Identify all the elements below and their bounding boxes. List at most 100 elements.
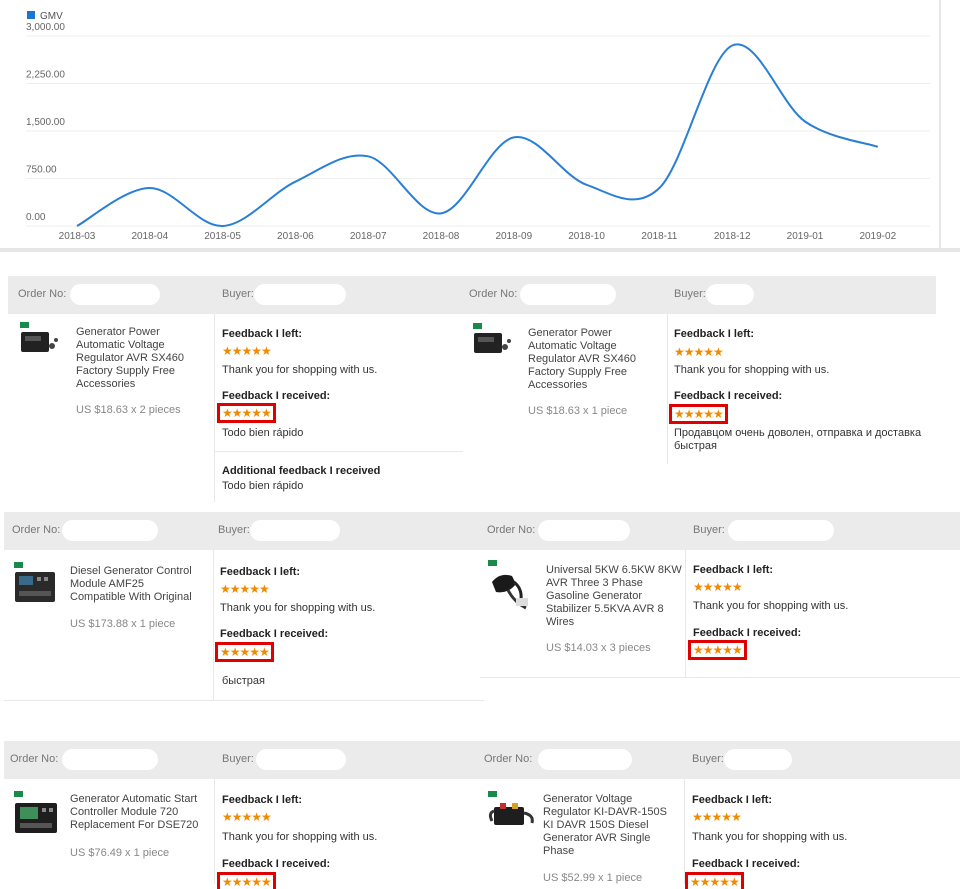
buyer-redacted [250,520,340,541]
feedback-left-heading: Feedback I left: [693,564,774,576]
buyer-label: Buyer: [222,288,254,300]
order-no-label: Order No: [12,524,61,536]
buyer-label: Buyer: [218,524,250,536]
feedback-left-heading: Feedback I left: [692,794,773,806]
order-header: Order No: Buyer: [4,741,484,779]
feedback-left-text: Thank you for shopping with us. [220,602,376,614]
product-title[interactable]: Generator Automatic Start Controller Mod… [70,793,199,831]
product-title[interactable]: Generator Voltage Regulator KI-DAVR-150S… [543,793,667,857]
feedback-received-stars: ★★★★★ [688,640,747,660]
order-header: Order No: Buyer: [463,276,936,314]
product-price: US $52.99 x 1 piece [543,872,643,884]
product-title[interactable]: Universal 5KW 6.5KW 8KW AVR Three 3 Phas… [546,564,682,628]
feedback-received-stars: ★★★★★ [215,642,274,662]
feedback-received-heading: Feedback I received: [220,628,329,640]
buyer-redacted [728,520,834,541]
order-no-label: Order No: [10,753,59,765]
order-card-2: Order No: Buyer: Generator Power Automat… [463,276,936,466]
product-price: US $76.49 x 1 piece [70,847,170,859]
control-module-icon[interactable] [14,562,58,606]
feedback-received-text: быстрая [222,675,265,687]
feedback-left-text: Thank you for shopping with us. [222,364,378,376]
legend-label: GMV [40,11,63,22]
feedback-received-text: Продавцом очень доволен, отправка и дост… [674,427,922,452]
column-divider [213,550,214,700]
order-header: Order No: Buyer: [480,512,960,550]
x-tick-label: 2018-11 [641,231,677,242]
x-tick-label: 2018-06 [277,231,314,242]
feedback-left-stars: ★★★★★ [222,810,272,824]
order-card-6: Order No: Buyer: Generator Voltage Regul… [478,741,960,889]
feedback-received-heading: Feedback I received: [222,858,331,870]
order-no-label: Order No: [469,288,518,300]
buyer-redacted [256,749,346,770]
buyer-redacted [706,284,754,305]
order-no-label: Order No: [484,753,533,765]
order-card-4: Order No: Buyer: Universal 5KW 6.5KW 8KW… [480,512,960,678]
column-divider [684,779,685,884]
column-divider [214,314,215,502]
column-divider [214,779,215,884]
order-card-5: Order No: Buyer: Generator Automatic Sta… [4,741,484,889]
card-bottom-border [4,700,484,701]
feedback-left-text: Thank you for shopping with us. [692,831,848,843]
feedback-received-stars: ★★★★★ [217,872,276,889]
feedback-received-heading: Feedback I received: [674,390,783,402]
feedback-left-text: Thank you for shopping with us. [693,600,849,612]
x-tick-label: 2018-09 [495,231,532,242]
feedback-received-heading: Feedback I received: [693,627,802,639]
feedback-left-stars: ★★★★★ [693,580,743,594]
wired-avr-icon[interactable] [486,560,538,616]
y-tick-label: 1,500.00 [26,117,65,128]
order-header: Order No: Buyer: [4,512,484,550]
y-tick-label: 3,000.00 [26,22,65,33]
gmv-chart: 0.00 750.00 1,500.00 2,250.00 3,000.00 2018-… [0,0,960,250]
feedback-received-stars: ★★★★★ [217,403,276,423]
controller-720-icon[interactable] [14,791,60,837]
additional-feedback-heading: Additional feedback I received [222,465,381,477]
feedback-left-text: Thank you for shopping with us. [222,831,378,843]
feedback-received-text: Todo bien rápido [222,427,304,439]
product-price: US $173.88 x 1 piece [70,618,176,630]
davr-regulator-icon[interactable] [486,791,540,837]
order-no-redacted [62,749,158,770]
order-no-redacted [538,749,632,770]
card-bottom-border [480,677,960,678]
buyer-redacted [724,749,792,770]
buyer-label: Buyer: [693,524,725,536]
legend-swatch [27,11,35,19]
product-price: US $18.63 x 2 pieces [76,404,181,416]
product-title[interactable]: Generator Power Automatic Voltage Regula… [76,326,185,390]
x-tick-label: 2018-07 [350,231,387,242]
order-header: Order No: Buyer: [8,276,463,314]
x-tick-label: 2018-08 [423,231,460,242]
gmv-series-line [76,43,879,228]
order-card-3: Order No: Buyer: Diesel Generator Contro… [4,512,484,702]
feedback-left-heading: Feedback I left: [674,328,755,340]
x-tick-label: 2018-04 [131,231,168,242]
feedback-left-stars: ★★★★★ [674,345,724,359]
product-price: US $18.63 x 1 piece [528,405,628,417]
feedback-left-stars: ★★★★★ [222,344,272,358]
y-tick-label: 0.00 [26,212,46,223]
order-no-redacted [62,520,158,541]
order-header: Order No: Buyer: [478,741,960,779]
avr-regulator-icon[interactable] [471,323,511,367]
product-title[interactable]: Diesel Generator Control Module AMF25 Co… [70,565,192,603]
order-no-redacted [520,284,616,305]
avr-regulator-icon[interactable] [18,322,58,366]
feedback-left-stars: ★★★★★ [692,810,742,824]
y-tick-label: 2,250.00 [26,70,65,81]
order-no-redacted [538,520,630,541]
column-divider [685,550,686,678]
feedback-received-stars: ★★★★★ [669,404,728,424]
feedback-received-heading: Feedback I received: [222,390,331,402]
additional-feedback-text: Todo bien rápido [222,480,304,492]
x-tick-label: 2019-01 [787,231,824,242]
x-tick-label: 2019-02 [859,231,896,242]
feedback-left-stars: ★★★★★ [220,582,270,596]
y-tick-label: 750.00 [26,165,57,176]
buyer-label: Buyer: [674,288,706,300]
feedback-left-heading: Feedback I left: [220,566,301,578]
product-title[interactable]: Generator Power Automatic Voltage Regula… [528,327,637,391]
